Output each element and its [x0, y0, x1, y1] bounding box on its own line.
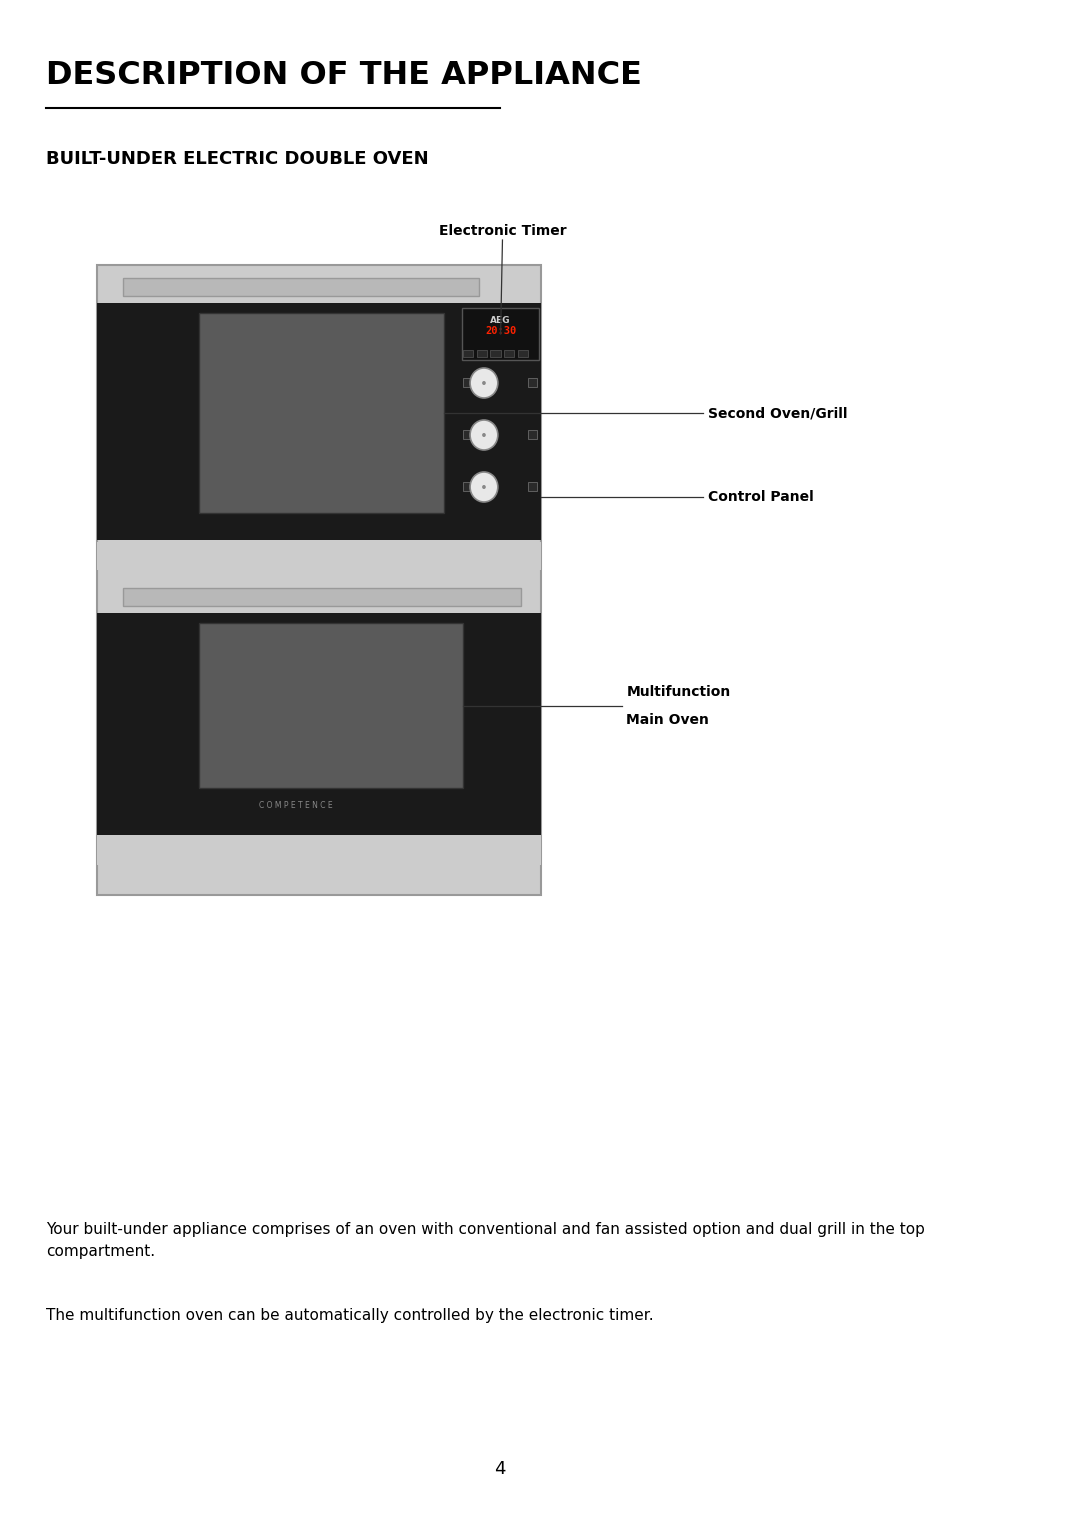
Bar	[123, 278, 480, 296]
Bar	[97, 613, 541, 834]
Text: Multifunction: Multifunction	[626, 685, 731, 698]
Bar	[504, 350, 514, 358]
Text: BUILT-UNDER ELECTRIC DOUBLE OVEN: BUILT-UNDER ELECTRIC DOUBLE OVEN	[46, 150, 429, 168]
Bar	[462, 309, 540, 361]
Text: Main Oven: Main Oven	[626, 712, 710, 726]
Text: Control Panel: Control Panel	[707, 490, 813, 504]
Circle shape	[482, 484, 486, 489]
Text: Electronic Timer: Electronic Timer	[438, 225, 566, 238]
Bar	[518, 350, 528, 358]
Bar	[97, 542, 541, 570]
Bar	[462, 377, 471, 387]
Bar	[476, 350, 487, 358]
Circle shape	[470, 368, 498, 397]
Bar	[528, 377, 537, 387]
Bar	[462, 481, 471, 490]
Bar	[97, 303, 541, 539]
Circle shape	[470, 472, 498, 503]
Bar	[462, 429, 471, 439]
Text: 4: 4	[494, 1459, 505, 1478]
Circle shape	[470, 420, 498, 451]
Text: C O M P E T E N C E: C O M P E T E N C E	[259, 801, 333, 810]
Bar	[528, 481, 537, 490]
Circle shape	[482, 380, 486, 385]
Bar	[123, 588, 521, 607]
Text: Second Oven/Grill: Second Oven/Grill	[707, 406, 848, 420]
Bar	[199, 313, 444, 513]
Circle shape	[482, 432, 486, 437]
Text: 20:30: 20:30	[485, 325, 516, 336]
Bar	[462, 350, 473, 358]
Text: DESCRIPTION OF THE APPLIANCE: DESCRIPTION OF THE APPLIANCE	[46, 60, 643, 92]
Bar	[97, 264, 541, 895]
Bar	[490, 350, 501, 358]
Bar	[199, 623, 462, 788]
Text: AEG: AEG	[490, 316, 511, 325]
Bar	[528, 429, 537, 439]
Text: The multifunction oven can be automatically controlled by the electronic timer.: The multifunction oven can be automatica…	[46, 1308, 653, 1323]
Bar	[97, 834, 541, 865]
Text: Your built-under appliance comprises of an oven with conventional and fan assist: Your built-under appliance comprises of …	[46, 1222, 926, 1259]
